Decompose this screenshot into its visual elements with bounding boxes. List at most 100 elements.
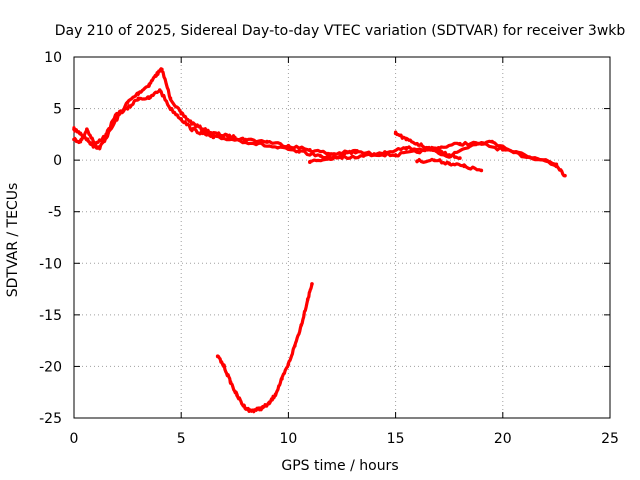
x-tick-label: 10 <box>279 431 297 447</box>
chart-title: Day 210 of 2025, Sidereal Day-to-day VTE… <box>55 23 626 39</box>
data-point <box>355 149 359 153</box>
data-point <box>125 106 130 111</box>
series-line <box>72 67 567 178</box>
data-point <box>125 100 130 105</box>
axis-ticks: 0 5 10 15 20 25 10 5 0 -5 -10 -15 -20 -25 <box>39 50 619 447</box>
series-line <box>216 282 314 414</box>
data-point <box>153 73 158 78</box>
data-point <box>462 164 467 169</box>
data-point <box>115 111 119 116</box>
data-point <box>286 143 291 148</box>
data-point <box>458 156 462 160</box>
data-point <box>228 380 233 384</box>
data-point <box>260 405 265 410</box>
data-point <box>318 154 323 158</box>
data-point <box>265 139 269 144</box>
y-tick-label: -20 <box>39 359 62 375</box>
y-tick-label: -10 <box>39 256 62 272</box>
data-point <box>147 83 151 87</box>
data-point <box>280 377 284 381</box>
data-point <box>490 139 494 144</box>
data-point <box>85 127 89 131</box>
data-point <box>160 67 164 72</box>
data-point <box>305 297 310 302</box>
data-point <box>85 137 89 142</box>
series-dip <box>215 282 314 414</box>
data-point <box>563 173 567 178</box>
y-tick-label: -25 <box>39 411 62 427</box>
x-tick-label: 15 <box>387 431 405 447</box>
data-point <box>136 91 141 95</box>
y-tick-label: 0 <box>53 153 62 169</box>
data-point <box>190 127 194 131</box>
x-tick-label: 5 <box>177 431 186 447</box>
data-point <box>222 364 226 369</box>
data-point <box>254 407 259 412</box>
y-tick-label: -5 <box>48 205 62 221</box>
data-point <box>340 153 344 157</box>
series-main-trace-B <box>72 88 559 169</box>
data-point <box>436 145 441 150</box>
data-point <box>179 117 183 121</box>
data-point <box>78 139 83 144</box>
series-branch-2 <box>415 157 484 173</box>
series-line <box>72 89 558 168</box>
data-point <box>436 149 441 153</box>
data-series <box>72 67 567 414</box>
data-point <box>97 145 102 150</box>
data-point <box>432 158 436 162</box>
data-point <box>78 131 83 136</box>
data-point <box>310 282 314 286</box>
data-point <box>533 156 537 160</box>
data-point <box>458 141 462 146</box>
data-point <box>254 141 259 146</box>
data-point <box>554 164 559 169</box>
data-point <box>415 141 419 146</box>
data-point <box>511 150 516 154</box>
series-line <box>308 148 359 164</box>
data-point <box>200 131 205 136</box>
data-point <box>299 323 304 327</box>
data-point <box>93 142 98 147</box>
data-point <box>248 408 252 413</box>
grid <box>74 57 610 418</box>
data-point <box>297 150 301 154</box>
data-point <box>415 159 419 163</box>
y-axis-label: SDTVAR / TECUs <box>5 183 21 298</box>
data-point <box>211 135 216 140</box>
x-tick-label: 25 <box>601 431 619 447</box>
data-point <box>168 96 173 101</box>
data-point <box>361 154 366 158</box>
series-branch-3 <box>308 148 359 165</box>
data-point <box>235 393 239 398</box>
data-point <box>179 111 183 116</box>
data-point <box>222 133 226 138</box>
data-point <box>468 143 473 148</box>
series-branch-1 <box>393 130 462 160</box>
y-tick-label: 5 <box>53 102 62 118</box>
data-point <box>308 160 312 165</box>
data-point <box>479 168 484 173</box>
data-point <box>308 148 312 152</box>
data-point <box>286 362 291 367</box>
data-point <box>447 161 452 166</box>
y-tick-label: -15 <box>39 308 62 324</box>
data-point <box>157 88 162 92</box>
x-tick-label: 0 <box>70 431 79 447</box>
data-point <box>211 131 216 136</box>
data-point <box>104 132 108 137</box>
data-point <box>136 96 141 101</box>
data-point <box>267 401 271 406</box>
plot-frame <box>73 56 611 419</box>
data-point <box>329 152 334 156</box>
data-point <box>501 148 505 152</box>
data-point <box>147 96 151 101</box>
data-point <box>72 127 76 131</box>
data-point <box>404 145 409 150</box>
x-tick-label: 20 <box>494 431 512 447</box>
data-point <box>275 145 280 150</box>
data-point <box>233 137 237 142</box>
x-axis-label: GPS time / hours <box>281 458 398 474</box>
y-tick-label: 10 <box>44 50 62 66</box>
